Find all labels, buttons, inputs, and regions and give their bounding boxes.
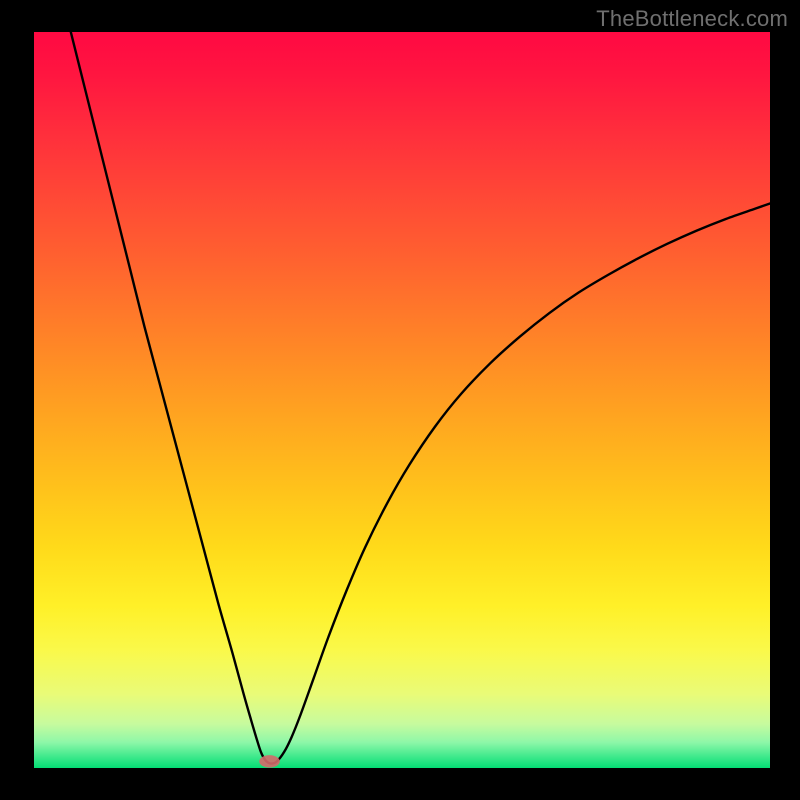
gradient-background [34,32,770,768]
watermark-text: TheBottleneck.com [596,6,788,32]
optimal-point-marker [259,755,280,768]
chart-container: TheBottleneck.com [0,0,800,800]
plot-area [34,32,770,768]
bottleneck-curve-chart [34,32,770,768]
